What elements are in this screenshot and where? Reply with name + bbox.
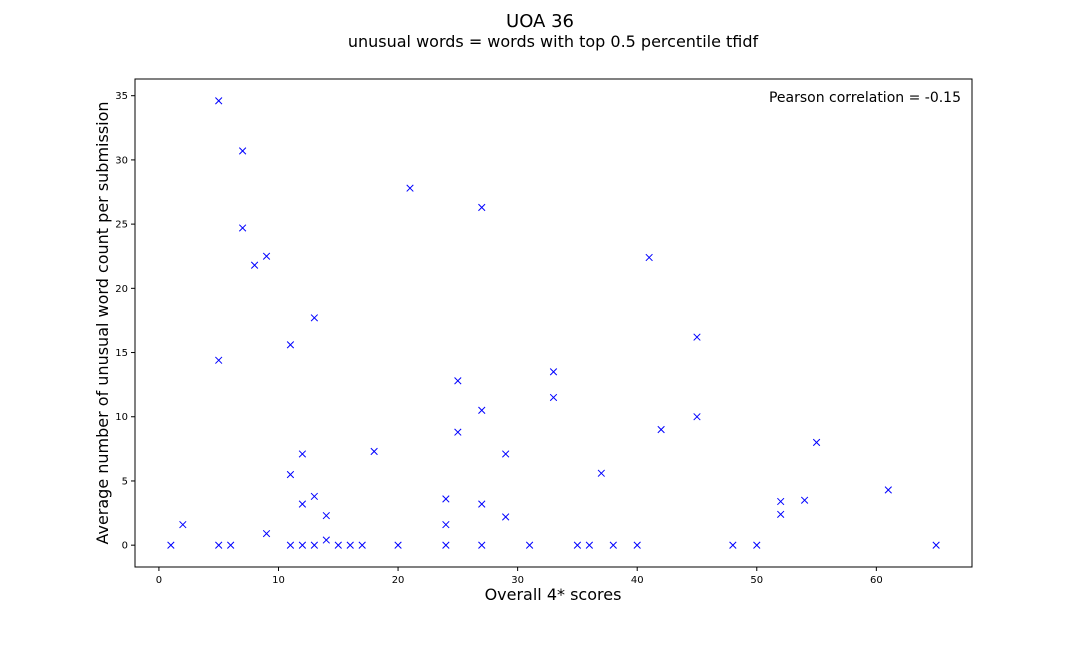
y-tick-label: 25 bbox=[115, 220, 128, 231]
data-point bbox=[753, 541, 761, 549]
data-point bbox=[250, 261, 259, 269]
y-axis-label: Average number of unusual word count per… bbox=[93, 101, 112, 544]
data-point bbox=[298, 541, 307, 549]
y-tick-label: 10 bbox=[115, 412, 128, 423]
x-axis: 0 10 20 30 40 50 60 bbox=[156, 567, 883, 586]
data-point bbox=[549, 393, 558, 402]
data-point bbox=[693, 413, 701, 421]
data-point bbox=[812, 438, 821, 447]
plot-area bbox=[134, 78, 973, 568]
data-point bbox=[262, 529, 271, 538]
x-tick-label: 30 bbox=[511, 575, 524, 586]
data-point bbox=[358, 541, 366, 549]
data-point bbox=[238, 147, 247, 155]
x-tick-label: 20 bbox=[392, 575, 405, 586]
data-point bbox=[167, 541, 175, 549]
data-point bbox=[394, 541, 402, 549]
data-point bbox=[478, 541, 486, 549]
data-point bbox=[179, 520, 187, 529]
y-tick-label: 30 bbox=[115, 155, 128, 166]
y-tick-label: 35 bbox=[115, 91, 128, 102]
data-point bbox=[286, 541, 295, 549]
chart-subtitle: unusual words = words with top 0.5 perce… bbox=[348, 32, 759, 51]
y-axis: 0 5 10 15 20 25 30 35 bbox=[115, 91, 135, 552]
data-point bbox=[370, 447, 378, 456]
x-tick-label: 10 bbox=[272, 575, 285, 586]
x-axis-label: Overall 4* scores bbox=[485, 585, 622, 604]
data-point bbox=[238, 224, 247, 232]
data-point bbox=[932, 541, 940, 549]
data-point bbox=[633, 541, 641, 549]
x-tick-label: 50 bbox=[750, 575, 763, 586]
y-tick-label: 20 bbox=[115, 284, 128, 295]
data-point bbox=[262, 252, 271, 260]
data-points bbox=[167, 97, 940, 549]
data-point bbox=[454, 377, 462, 385]
data-point bbox=[310, 314, 319, 322]
x-tick-label: 40 bbox=[631, 575, 644, 586]
data-point bbox=[597, 469, 605, 477]
data-point bbox=[310, 492, 319, 501]
data-point bbox=[454, 428, 462, 436]
data-point bbox=[298, 500, 307, 508]
data-point bbox=[609, 541, 617, 549]
data-point bbox=[777, 510, 785, 519]
data-point bbox=[729, 541, 737, 549]
data-point bbox=[406, 184, 414, 192]
data-point bbox=[478, 500, 486, 508]
data-point bbox=[442, 495, 450, 503]
y-tick-label: 5 bbox=[122, 476, 128, 487]
data-point bbox=[442, 541, 450, 549]
data-point bbox=[657, 425, 665, 434]
data-point bbox=[322, 511, 330, 520]
data-point bbox=[442, 520, 450, 529]
data-point bbox=[502, 450, 510, 458]
data-point bbox=[478, 203, 486, 212]
data-point bbox=[549, 368, 558, 376]
chart-title: UOA 36 bbox=[506, 11, 574, 32]
data-point bbox=[502, 513, 510, 521]
data-point bbox=[215, 97, 223, 105]
data-point bbox=[215, 541, 223, 549]
data-point bbox=[800, 496, 809, 504]
data-point bbox=[573, 541, 582, 549]
data-point bbox=[346, 541, 354, 549]
data-point bbox=[215, 356, 223, 364]
data-point bbox=[286, 341, 295, 349]
data-point bbox=[322, 536, 330, 544]
x-tick-label: 60 bbox=[870, 575, 883, 586]
data-point bbox=[585, 541, 594, 549]
data-point bbox=[227, 541, 235, 549]
y-tick-label: 15 bbox=[115, 348, 128, 359]
data-point bbox=[310, 541, 319, 549]
y-tick-label: 0 bbox=[122, 541, 128, 552]
data-point bbox=[334, 541, 342, 549]
data-point bbox=[478, 406, 486, 414]
data-point bbox=[298, 450, 307, 458]
data-point bbox=[525, 541, 534, 549]
data-point bbox=[884, 486, 892, 494]
data-point bbox=[693, 333, 701, 341]
data-point bbox=[777, 497, 785, 506]
data-point bbox=[286, 470, 295, 479]
x-tick-label: 0 bbox=[156, 575, 162, 586]
data-point bbox=[645, 253, 653, 262]
pearson-annotation: Pearson correlation = -0.15 bbox=[769, 90, 961, 106]
